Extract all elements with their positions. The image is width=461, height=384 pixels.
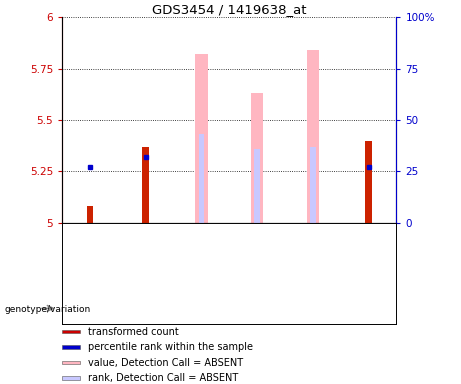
Bar	[62, 330, 80, 333]
Text: transformed count: transformed count	[88, 327, 178, 337]
Title: GDS3454 / 1419638_at: GDS3454 / 1419638_at	[152, 3, 307, 16]
Text: liver-specific Pdss2
knockout mutant: liver-specific Pdss2 knockout mutant	[270, 298, 356, 318]
Bar	[251, 93, 263, 223]
Text: GSM276438: GSM276438	[197, 230, 206, 285]
Bar	[195, 54, 207, 223]
Bar	[118, 223, 174, 292]
Text: value, Detection Call = ABSENT: value, Detection Call = ABSENT	[88, 358, 243, 367]
Bar	[87, 206, 94, 223]
Bar	[307, 50, 319, 223]
Text: GSM276433: GSM276433	[253, 230, 262, 285]
Text: GSM276436: GSM276436	[86, 230, 95, 285]
Text: rank, Detection Call = ABSENT: rank, Detection Call = ABSENT	[88, 373, 238, 383]
Bar	[229, 223, 285, 292]
Text: GSM276435: GSM276435	[364, 230, 373, 285]
Bar	[142, 147, 149, 223]
Bar	[285, 223, 341, 292]
Bar	[254, 149, 260, 223]
Bar	[62, 292, 229, 324]
Bar	[199, 134, 204, 223]
Text: genotype/variation: genotype/variation	[5, 305, 91, 314]
Text: GSM276434: GSM276434	[308, 230, 318, 285]
Bar	[341, 223, 396, 292]
Bar	[174, 223, 229, 292]
Bar	[62, 223, 118, 292]
Text: GSM276437: GSM276437	[141, 230, 150, 285]
Bar	[365, 141, 372, 223]
Bar	[62, 376, 80, 380]
Bar	[310, 147, 316, 223]
Text: percentile rank within the sample: percentile rank within the sample	[88, 342, 253, 352]
Bar	[62, 361, 80, 364]
Bar	[62, 346, 80, 349]
Text: wildtype: wildtype	[126, 304, 165, 313]
Bar	[229, 292, 396, 324]
